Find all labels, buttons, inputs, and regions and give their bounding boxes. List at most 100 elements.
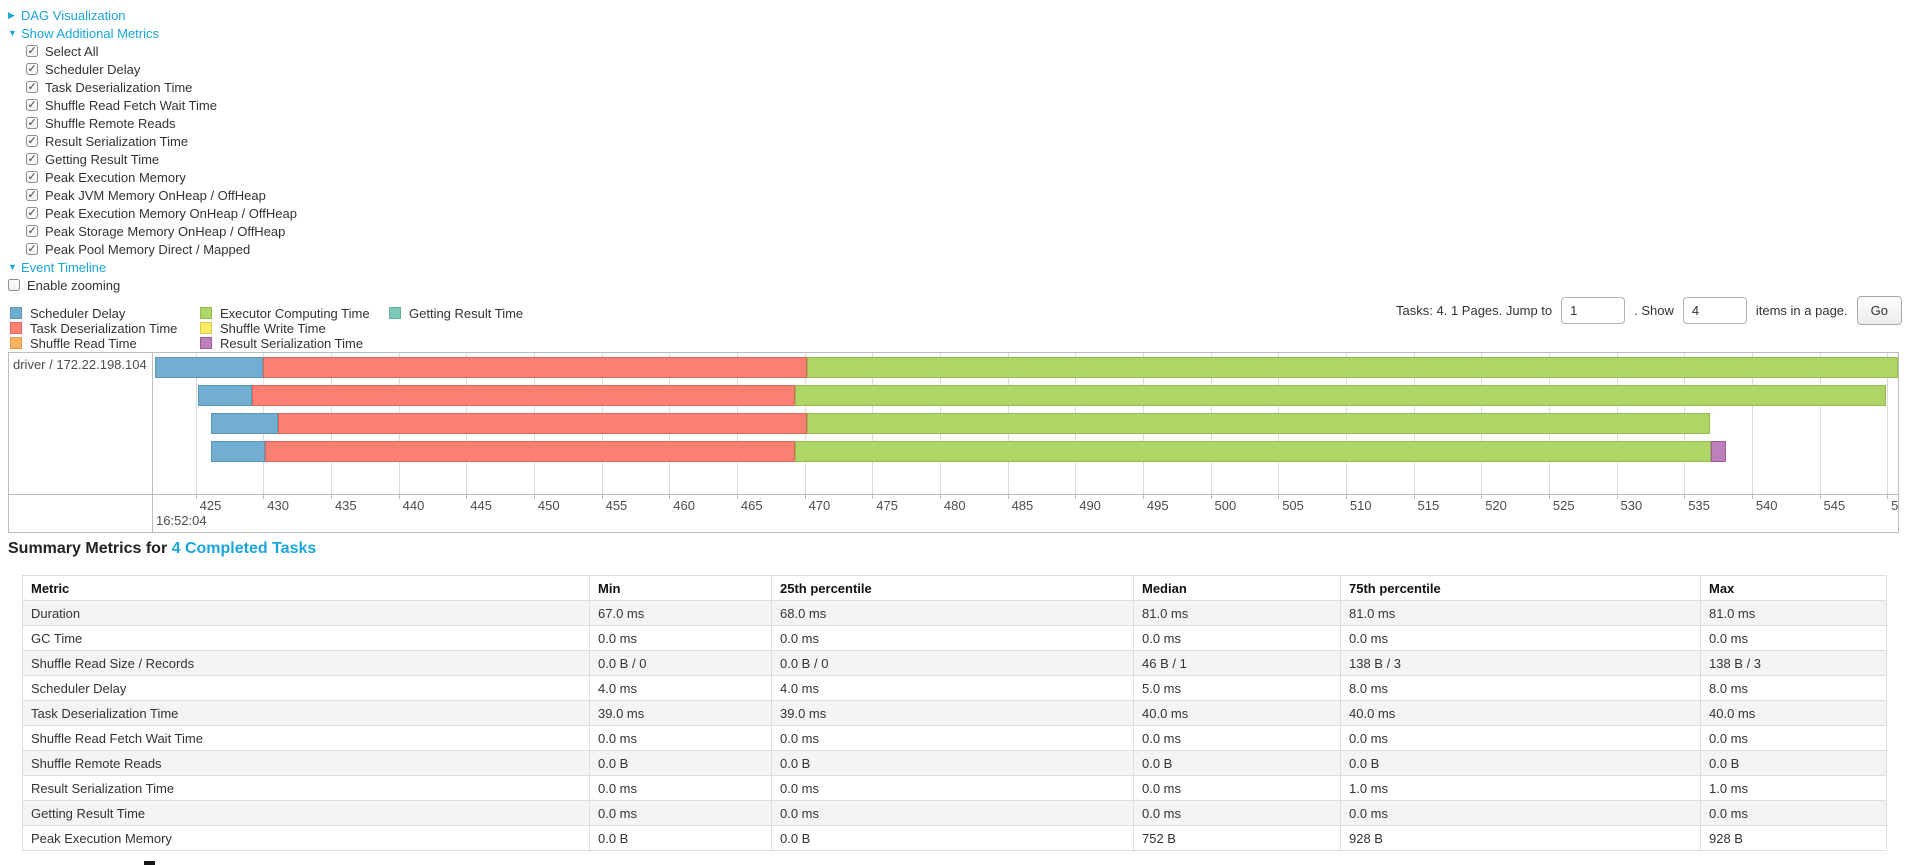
metric-name-cell: Scheduler Delay	[22, 675, 590, 701]
show-additional-metrics-toggle[interactable]: ▼ Show Additional Metrics	[8, 24, 297, 42]
axis-tick	[939, 494, 941, 499]
metric-checkbox[interactable]	[26, 62, 38, 75]
metric-checkbox-label: Select All	[45, 43, 99, 59]
summary-metrics-table: Metric Min 25th percentile Median 75th perce…	[22, 575, 1887, 851]
items-per-page-input[interactable]	[1682, 296, 1747, 324]
metric-name-cell: Shuffle Read Size / Records	[22, 650, 590, 676]
metric-checkbox[interactable]	[26, 116, 38, 129]
axis-tick	[736, 494, 738, 499]
metric-checkbox[interactable]	[26, 152, 38, 165]
dag-visualization-link[interactable]: DAG Visualization	[21, 7, 126, 23]
go-button[interactable]: Go	[1856, 295, 1902, 325]
metric-checkbox-row: Peak Pool Memory Direct / Mapped	[26, 240, 297, 258]
enable-zooming-label: Enable zooming	[27, 277, 121, 293]
legend-item-label: Result Serialization Time	[220, 335, 364, 351]
metric-checkbox[interactable]	[26, 44, 38, 57]
axis-tick-label: 530	[1620, 498, 1643, 513]
task-bar-segment-task-deserialization	[278, 413, 808, 434]
axis-tick-label: 430	[267, 498, 289, 513]
axis-tick	[1007, 494, 1009, 499]
metric-value-cell: 0.0 ms	[771, 775, 1134, 801]
axis-tick	[1278, 494, 1280, 499]
legend-item: Task Deserialization Time	[10, 321, 177, 336]
show-additional-metrics-link[interactable]: Show Additional Metrics	[21, 25, 160, 41]
metric-checkbox-row: Task Deserialization Time	[26, 78, 297, 96]
legend-item-label: Shuffle Read Time	[30, 335, 137, 351]
summary-column-header: Max	[1700, 575, 1887, 601]
metric-value-cell: 928 B	[1340, 825, 1701, 851]
metric-value-cell: 0.0 ms	[1700, 800, 1887, 826]
metric-value-cell: 0.0 ms	[1340, 800, 1701, 826]
legend-item-label: Scheduler Delay	[30, 305, 126, 321]
metric-value-cell: 5.0 ms	[1133, 675, 1341, 701]
metric-checkbox[interactable]	[26, 188, 38, 201]
metric-value-cell: 81.0 ms	[1700, 600, 1887, 626]
axis-tick	[1075, 494, 1077, 499]
axis-tick	[195, 494, 197, 499]
metric-checkbox-label: Peak Execution Memory OnHeap / OffHeap	[45, 205, 297, 221]
metric-checkbox-label: Peak JVM Memory OnHeap / OffHeap	[45, 187, 266, 203]
axis-tick-label: 535	[1688, 498, 1710, 513]
jump-to-page-input[interactable]	[1561, 296, 1626, 324]
metric-checkbox[interactable]	[26, 80, 38, 93]
axis-tick-label: 440	[402, 498, 425, 513]
scheduler-delay-swatch	[10, 307, 22, 320]
tasks-count-text: Tasks: 4. 1 Pages. Jump to	[1396, 302, 1553, 318]
legend-item-label: Shuffle Write Time	[220, 320, 326, 336]
metric-value-cell: 81.0 ms	[1340, 600, 1701, 626]
executor-computing-swatch	[200, 307, 212, 320]
metric-checkbox[interactable]	[26, 98, 38, 111]
enable-zooming-checkbox[interactable]	[8, 279, 20, 291]
completed-tasks-link[interactable]: 4 Completed Tasks	[171, 540, 317, 557]
axis-major-label: 16:52:04	[156, 513, 207, 528]
metric-checkbox-label: Getting Result Time	[45, 151, 160, 167]
summary-column-header: Median	[1133, 575, 1341, 601]
metric-value-cell: 0.0 ms	[1133, 800, 1341, 826]
legend-item-label: Task Deserialization Time	[30, 320, 178, 336]
task-pagination-bar: Tasks: 4. 1 Pages. Jump to . Show items …	[1396, 294, 1902, 326]
timeline-plot-area: 425 430 435 440 445 450 455 460 465 470 475 480 485 4…	[153, 353, 1898, 532]
summary-column-header: Min	[589, 575, 772, 601]
metric-value-cell: 0.0 ms	[1340, 725, 1701, 751]
metric-checkbox[interactable]	[26, 170, 38, 183]
shuffle-read-swatch	[10, 336, 22, 349]
summary-table-row: Result Serialization Time 0.0 ms 0.0 ms 0.0…	[22, 775, 1887, 801]
metric-value-cell: 0.0 ms	[1700, 725, 1887, 751]
metric-value-cell: 39.0 ms	[771, 700, 1134, 726]
axis-tick-label: 515	[1417, 498, 1440, 513]
axis-tick-label: 435	[334, 498, 357, 513]
axis-tick	[330, 494, 332, 499]
summary-heading-text: Summary Metrics for	[8, 540, 168, 557]
metric-value-cell: 8.0 ms	[1340, 675, 1701, 701]
task-bar-segment-executor-computing	[807, 357, 1898, 378]
metric-value-cell: 0.0 ms	[589, 775, 772, 801]
summary-metrics-heading: Summary Metrics for 4 Completed Tasks	[8, 540, 316, 558]
metric-checkbox[interactable]	[26, 242, 38, 255]
metric-checkbox-row: Select All	[26, 42, 297, 60]
metric-checkbox[interactable]	[26, 206, 38, 219]
summary-column-header: Metric	[22, 575, 590, 601]
dag-visualization-toggle[interactable]: ▶ DAG Visualization	[8, 6, 297, 24]
metric-checkbox-label: Result Serialization Time	[45, 133, 189, 149]
metric-value-cell: 46 B / 1	[1133, 650, 1341, 676]
axis-tick	[1481, 494, 1483, 499]
metric-value-cell: 0.0 ms	[1133, 775, 1341, 801]
summary-table-row: Getting Result Time 0.0 ms 0.0 ms 0.0 ms 0.0…	[22, 800, 1887, 826]
left-control-panel: ▶ DAG Visualization ▼ Show Additional Me…	[8, 6, 297, 294]
metric-checkbox-row: Peak JVM Memory OnHeap / OffHeap	[26, 186, 297, 204]
metric-value-cell: 0.0 ms	[1133, 625, 1341, 651]
event-timeline-toggle[interactable]: ▼ Event Timeline	[8, 258, 297, 276]
axis-gridline	[1887, 353, 1889, 494]
metric-checkbox[interactable]	[26, 224, 38, 237]
task-deserialization-swatch	[10, 322, 22, 335]
metric-checkbox[interactable]	[26, 134, 38, 147]
metric-value-cell: 0.0 ms	[1700, 625, 1887, 651]
metric-value-cell: 0.0 B	[1133, 750, 1341, 776]
legend-column: Getting Result Time	[389, 306, 523, 321]
metric-value-cell: 0.0 ms	[771, 725, 1134, 751]
axis-tick	[398, 494, 400, 499]
axis-tick-label: 550	[1891, 498, 1899, 513]
event-timeline-link[interactable]: Event Timeline	[21, 259, 107, 275]
metric-value-cell: 752 B	[1133, 825, 1341, 851]
metric-value-cell: 1.0 ms	[1700, 775, 1887, 801]
